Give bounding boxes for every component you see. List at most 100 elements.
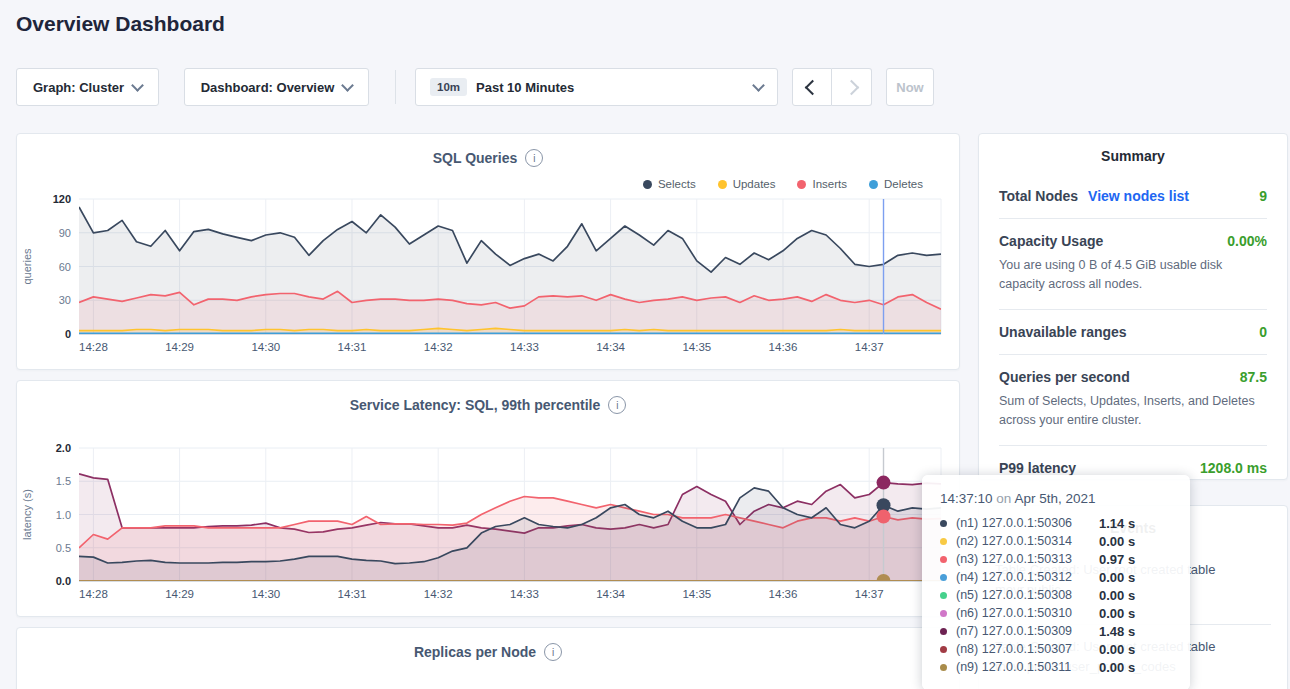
info-icon[interactable]: i	[608, 396, 626, 414]
p99-latency-label: P99 latency	[999, 460, 1076, 476]
chart-hover-tooltip: 14:37:10 on Apr 5th, 2021 (n1) 127.0.0.1…	[922, 475, 1190, 689]
legend-item-inserts[interactable]: Inserts	[797, 178, 847, 190]
svg-text:90: 90	[59, 227, 71, 239]
legend-item-deletes[interactable]: Deletes	[869, 178, 923, 190]
dashboard-dropdown-label: Dashboard: Overview	[201, 80, 335, 95]
tooltip-rows: (n1) 127.0.0.1:503061.14 s(n2) 127.0.0.1…	[940, 514, 1174, 676]
node-address: (n6) 127.0.0.1:50310	[956, 606, 1099, 620]
service-latency-title-row: Service Latency: SQL, 99th percentile i	[17, 381, 959, 414]
node-address: (n5) 127.0.0.1:50308	[956, 588, 1099, 602]
now-button[interactable]: Now	[886, 68, 934, 106]
total-nodes-label: Total Nodes	[999, 188, 1078, 204]
svg-text:1.5: 1.5	[56, 475, 71, 487]
tooltip-row: (n1) 127.0.0.1:503061.14 s	[940, 514, 1174, 532]
info-icon[interactable]: i	[525, 149, 543, 167]
node-color-dot	[940, 556, 947, 563]
node-address: (n4) 127.0.0.1:50312	[956, 570, 1099, 584]
node-latency-value: 1.14 s	[1099, 516, 1135, 531]
view-nodes-list-link[interactable]: View nodes list	[1088, 188, 1189, 204]
tooltip-header: 14:37:10 on Apr 5th, 2021	[940, 491, 1174, 506]
unavailable-ranges-label: Unavailable ranges	[999, 324, 1127, 340]
svg-text:14:37: 14:37	[855, 341, 884, 353]
svg-text:14:30: 14:30	[251, 588, 280, 600]
legend-dot	[869, 180, 878, 189]
chart-legend: Selects Updates Inserts Deletes	[643, 178, 923, 190]
tooltip-row: (n5) 127.0.0.1:503080.00 s	[940, 586, 1174, 604]
service-latency-chart[interactable]: 0.00.51.01.52.014:2814:2914:3014:3114:32…	[17, 436, 961, 611]
capacity-value: 0.00%	[1227, 233, 1267, 249]
node-address: (n8) 127.0.0.1:50307	[956, 642, 1099, 656]
legend-label: Deletes	[884, 178, 923, 190]
sql-queries-chart[interactable]: 030609012014:2814:2914:3014:3114:3214:33…	[17, 184, 961, 364]
svg-text:14:31: 14:31	[338, 341, 367, 353]
tooltip-on: on	[996, 491, 1011, 506]
svg-text:0: 0	[65, 328, 71, 340]
node-address: (n7) 127.0.0.1:50309	[956, 624, 1099, 638]
chevron-down-icon	[752, 79, 765, 92]
dashboard-dropdown[interactable]: Dashboard: Overview	[184, 68, 369, 106]
svg-text:14:34: 14:34	[596, 341, 625, 353]
svg-text:14:31: 14:31	[338, 588, 367, 600]
unavailable-ranges-value: 0	[1259, 324, 1267, 340]
info-icon[interactable]: i	[544, 643, 562, 661]
service-latency-panel: Service Latency: SQL, 99th percentile i …	[16, 380, 960, 617]
summary-title: Summary	[999, 148, 1267, 164]
legend-label: Inserts	[812, 178, 847, 190]
tooltip-date: Apr 5th, 2021	[1014, 491, 1095, 506]
time-window-badge: 10m	[430, 78, 467, 96]
svg-text:14:34: 14:34	[596, 588, 625, 600]
svg-text:60: 60	[59, 261, 71, 273]
tooltip-row: (n2) 127.0.0.1:503140.00 s	[940, 532, 1174, 550]
node-latency-value: 0.00 s	[1099, 606, 1135, 621]
node-address: (n9) 127.0.0.1:50311	[956, 660, 1099, 674]
graph-dropdown-label: Graph: Cluster	[33, 80, 124, 95]
legend-dot	[643, 180, 652, 189]
graph-dropdown[interactable]: Graph: Cluster	[16, 68, 159, 106]
svg-text:30: 30	[59, 294, 71, 306]
replicas-title-row: Replicas per Node i	[17, 628, 959, 661]
legend-item-updates[interactable]: Updates	[718, 178, 776, 190]
chart-title: SQL Queries	[433, 150, 518, 166]
node-latency-value: 0.00 s	[1099, 588, 1135, 603]
svg-text:14:36: 14:36	[769, 341, 798, 353]
svg-text:14:29: 14:29	[165, 341, 194, 353]
tooltip-row: (n8) 127.0.0.1:503070.00 s	[940, 640, 1174, 658]
svg-text:14:32: 14:32	[424, 341, 453, 353]
summary-panel: Summary Total Nodes View nodes list 9 Ca…	[978, 133, 1288, 480]
svg-text:latency (s): latency (s)	[21, 489, 33, 540]
now-button-label: Now	[896, 80, 923, 95]
legend-item-selects[interactable]: Selects	[643, 178, 696, 190]
chevron-right-icon	[844, 79, 860, 95]
time-step-buttons	[792, 68, 872, 106]
svg-text:14:35: 14:35	[682, 341, 711, 353]
node-color-dot	[940, 520, 947, 527]
overview-dashboard-page: Overview Dashboard Graph: Cluster Dashbo…	[0, 0, 1290, 689]
chevron-down-icon	[341, 79, 354, 92]
time-range-dropdown[interactable]: 10m Past 10 Minutes	[415, 68, 778, 106]
svg-text:14:33: 14:33	[510, 588, 539, 600]
qps-label: Queries per second	[999, 369, 1130, 385]
node-color-dot	[940, 538, 947, 545]
svg-text:14:37: 14:37	[855, 588, 884, 600]
prev-time-button[interactable]	[792, 68, 832, 106]
svg-text:14:33: 14:33	[510, 341, 539, 353]
qps-value: 87.5	[1240, 369, 1267, 385]
chart-title: Service Latency: SQL, 99th percentile	[350, 397, 601, 413]
tooltip-row: (n4) 127.0.0.1:503120.00 s	[940, 568, 1174, 586]
tooltip-row: (n3) 127.0.0.1:503130.97 s	[940, 550, 1174, 568]
tooltip-row: (n7) 127.0.0.1:503091.48 s	[940, 622, 1174, 640]
svg-text:queries: queries	[21, 248, 33, 285]
legend-dot	[718, 180, 727, 189]
legend-dot	[797, 180, 806, 189]
next-time-button[interactable]	[832, 68, 872, 106]
svg-text:2.0: 2.0	[56, 442, 71, 454]
svg-text:14:32: 14:32	[424, 588, 453, 600]
node-latency-value: 0.00 s	[1099, 534, 1135, 549]
chevron-down-icon	[131, 79, 144, 92]
node-address: (n1) 127.0.0.1:50306	[956, 516, 1099, 530]
node-latency-value: 0.00 s	[1099, 570, 1135, 585]
svg-text:14:30: 14:30	[251, 341, 280, 353]
node-color-dot	[940, 592, 947, 599]
p99-latency-value: 1208.0 ms	[1200, 460, 1267, 476]
node-color-dot	[940, 646, 947, 653]
